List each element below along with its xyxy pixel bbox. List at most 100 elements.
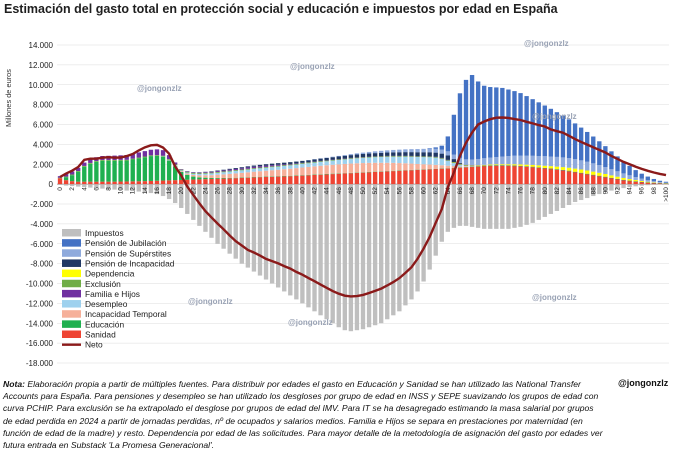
bar-segment — [160, 155, 166, 157]
bar-segment — [609, 169, 614, 176]
bar-segment — [548, 166, 554, 169]
bar-segment — [451, 166, 457, 168]
bar-segment — [506, 165, 511, 185]
bar-segment — [621, 161, 626, 174]
x-tick-label: 94 — [627, 187, 634, 195]
bar-segment — [233, 173, 238, 178]
bar-segment — [657, 182, 663, 183]
x-tick-label: 10 — [118, 187, 125, 195]
y-tick-label: -14.000 — [26, 319, 54, 328]
bar-segment — [118, 184, 123, 191]
bar-segment — [336, 164, 341, 174]
bar-segment — [342, 184, 347, 331]
bar-segment — [288, 163, 293, 165]
bar-segment — [142, 184, 148, 193]
bar-segment — [88, 159, 93, 163]
bar-segment — [397, 155, 402, 157]
y-tick-label: 6.000 — [33, 121, 54, 130]
bar-segment — [251, 165, 257, 167]
bar-segment — [397, 149, 402, 153]
bar-segment — [324, 165, 329, 174]
bar-segment — [451, 159, 457, 163]
bar-segment — [239, 184, 244, 264]
bar-segment — [518, 184, 523, 227]
bars — [57, 75, 669, 332]
bar-segment — [591, 184, 596, 197]
bar-segment — [591, 175, 596, 185]
bar-segment — [318, 174, 323, 185]
bar-segment — [627, 184, 632, 188]
legend-swatch — [62, 259, 81, 267]
bar-segment — [227, 170, 232, 172]
legend-swatch — [62, 269, 81, 278]
bar-segment — [136, 152, 141, 158]
bar-segment — [372, 153, 378, 157]
bar-segment — [397, 152, 402, 156]
bar-segment — [403, 152, 408, 156]
bar-segment — [500, 184, 505, 229]
bar-segment — [379, 171, 384, 185]
bar-segment — [354, 163, 360, 173]
x-tick-label: 20 — [178, 187, 185, 195]
bar-segment — [445, 160, 451, 166]
legend-swatch — [62, 279, 81, 288]
bar-segment — [663, 181, 669, 183]
bar-segment — [348, 155, 354, 158]
bar-segment — [512, 155, 517, 165]
bar-segment — [385, 156, 390, 163]
bar-segment — [578, 173, 584, 185]
bar-segment — [166, 180, 172, 185]
bar-segment — [560, 170, 566, 185]
bar-segment — [663, 182, 669, 184]
bar-segment — [263, 164, 269, 166]
x-tick-label: 38 — [287, 187, 294, 195]
y-axis-label: Millones de euros — [4, 69, 13, 127]
bar-segment — [415, 152, 420, 157]
bar-segment — [100, 184, 105, 189]
legend-swatch — [62, 249, 81, 257]
bar-segment — [360, 163, 366, 173]
watermark-3: @jongonzlz — [137, 84, 182, 93]
bar-segment — [494, 184, 499, 229]
bar-segment — [63, 174, 69, 177]
y-tick-label: -10.000 — [26, 280, 54, 289]
bar-segment — [82, 184, 87, 188]
bar-segment — [645, 176, 650, 181]
bar-segment — [197, 172, 202, 174]
bar-segment — [348, 157, 354, 159]
bar-segment — [342, 173, 347, 185]
bar-segment — [421, 148, 426, 153]
bar-segment — [494, 87, 499, 157]
bar-segment — [318, 161, 323, 166]
bar-segment — [227, 184, 232, 254]
bar-segment — [512, 91, 517, 156]
bar-segment — [597, 165, 602, 173]
bar-segment — [203, 172, 208, 173]
bar-segment — [585, 170, 590, 174]
bar-segment — [166, 160, 172, 181]
bar-segment — [615, 156, 620, 172]
bar-segment — [221, 170, 226, 172]
bar-segment — [318, 184, 323, 316]
y-tick-label: -6.000 — [30, 240, 53, 249]
bar-segment — [342, 155, 347, 156]
bar-segment — [318, 161, 323, 162]
bar-segment — [475, 166, 481, 185]
x-tick-label: 16 — [154, 187, 161, 195]
bar-segment — [403, 163, 408, 171]
bar-segment — [300, 163, 305, 168]
bar-segment — [209, 184, 214, 238]
bar-segment — [221, 171, 226, 173]
bar-segment — [439, 168, 444, 185]
x-tick-label: 36 — [275, 187, 282, 195]
bar-segment — [179, 171, 184, 173]
bar-segment — [342, 159, 347, 164]
x-tick-label: 52 — [372, 187, 379, 195]
bar-segment — [609, 175, 614, 178]
bar-segment — [451, 162, 457, 164]
legend-label: Desempleo — [85, 299, 128, 309]
bar-segment — [197, 173, 202, 174]
x-tick-label: 46 — [336, 187, 343, 195]
bar-segment — [179, 170, 184, 172]
bar-segment — [469, 159, 475, 166]
